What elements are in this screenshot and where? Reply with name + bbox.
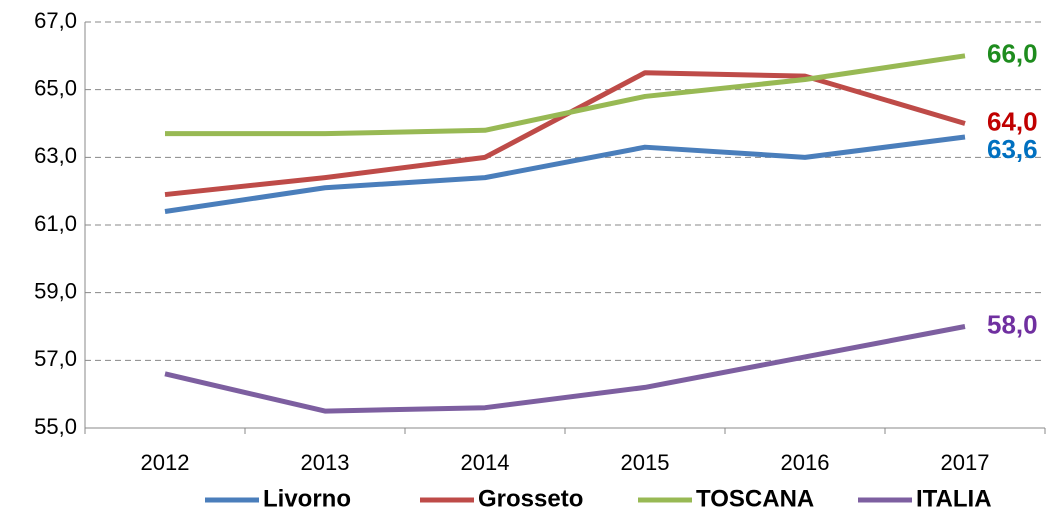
series-line <box>165 53 966 137</box>
y-tick-label: 63,0 <box>34 143 77 168</box>
x-tick-label: 2017 <box>941 450 990 475</box>
y-tick-label: 57,0 <box>34 346 77 371</box>
data-label: 58,0 <box>987 309 1038 339</box>
x-tick-label: 2014 <box>461 450 510 475</box>
x-tick-label: 2015 <box>621 450 670 475</box>
y-tick-label: 59,0 <box>34 278 77 303</box>
series-line <box>164 324 966 414</box>
legend-label: TOSCANA <box>696 485 814 512</box>
data-label: 63,6 <box>987 134 1038 164</box>
data-label: 66,0 <box>987 39 1038 69</box>
series-line <box>164 134 966 214</box>
legend-label: ITALIA <box>916 485 992 512</box>
x-tick-label: 2013 <box>301 450 350 475</box>
y-tick-label: 61,0 <box>34 211 77 236</box>
x-tick-label: 2012 <box>141 450 190 475</box>
y-tick-label: 67,0 <box>34 8 77 33</box>
legend-label: Grosseto <box>478 485 583 512</box>
y-tick-label: 65,0 <box>34 75 77 100</box>
data-label: 64,0 <box>987 106 1038 136</box>
y-tick-label: 55,0 <box>34 414 77 439</box>
x-tick-label: 2016 <box>781 450 830 475</box>
legend-label: Livorno <box>263 485 351 512</box>
